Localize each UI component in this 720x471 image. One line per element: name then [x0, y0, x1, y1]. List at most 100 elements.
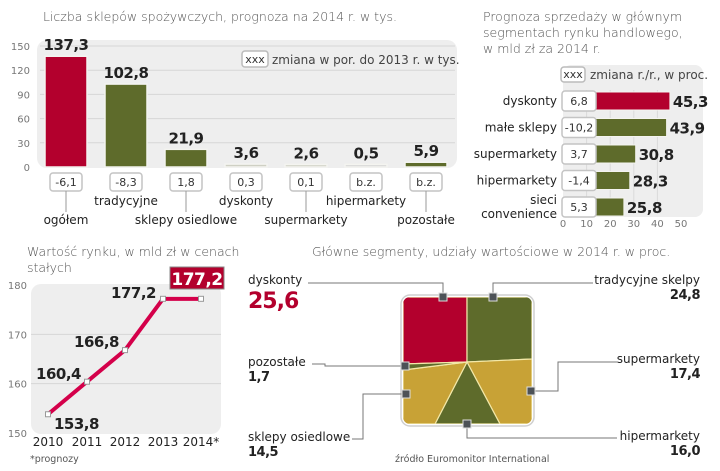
change-box: [561, 116, 597, 139]
legend-box: [560, 66, 586, 83]
data-point: [160, 295, 166, 302]
slice-label: tradycyjne skelpy: [594, 273, 700, 287]
bar: [104, 83, 148, 168]
data-point: [198, 295, 204, 302]
slice-label: hipermarkety: [620, 429, 700, 443]
change-box: [109, 172, 143, 192]
category-label: ogółem: [44, 213, 89, 227]
leader-line: [466, 424, 617, 439]
sales-title-line-3: w mld zł za 2014 r.: [483, 41, 601, 56]
leader-line: [492, 282, 593, 297]
y-tick-label: 150: [11, 42, 30, 53]
slice-value: 17,4: [670, 367, 701, 382]
y-tick-label: 30: [17, 139, 30, 150]
x-tick-label: 50: [675, 219, 688, 230]
bar-value-label: 30,8: [639, 146, 674, 164]
legend-box-text: xxx: [563, 68, 583, 81]
market-title-line-2: stałych: [27, 260, 72, 275]
change-box: [561, 169, 597, 192]
slice-value: 14,5: [248, 445, 279, 460]
point-value-label: 177,2: [111, 284, 156, 302]
bar: [164, 148, 208, 168]
leader-marker: [488, 292, 498, 302]
legend-text: zmiana r./r., w proc.: [590, 68, 708, 82]
x-tick-label: 20: [604, 219, 617, 230]
pie-slices: [403, 297, 532, 424]
pie-slice: [403, 297, 468, 365]
stores-gridlines: [40, 45, 455, 144]
x-tick-label: 2010: [33, 435, 64, 449]
legend-box-text: xxx: [245, 53, 265, 66]
change-value: -6,1: [55, 176, 76, 189]
change-box: [561, 196, 597, 218]
category-label: dyskonty: [219, 194, 273, 208]
stores-y-axis: 0 30 60 90 120 150: [11, 42, 30, 174]
slice-value: 16,0: [670, 444, 701, 459]
x-tick-label: 0: [560, 219, 566, 230]
change-value: -1,4: [568, 175, 589, 188]
slice-value: 24,8: [670, 288, 701, 303]
point-value-label: 166,8: [74, 333, 119, 351]
leader-marker: [438, 292, 448, 302]
shares-title: Główne segmenty, udziały wartościowe w 2…: [312, 244, 670, 259]
sales-title-line-1: Prognoza sprzedaży w głównym: [483, 9, 682, 24]
bar-value-label: 102,8: [104, 64, 149, 82]
stores-chart: Liczba sklepów spożywczych, prognoza na …: [11, 9, 460, 227]
x-tick-label: 2013: [148, 435, 179, 449]
bar: [284, 163, 328, 168]
leader-marker: [400, 361, 410, 371]
category-label: sieci: [530, 193, 557, 207]
y-tick-label: 150: [8, 429, 27, 440]
data-point: [122, 347, 128, 354]
legend-text: zmiana w por. do 2013 r. w tys.: [272, 53, 460, 67]
stores-legend: xxx zmiana w por. do 2013 r. w tys.: [241, 50, 460, 68]
bar-value-label: 5,9: [413, 142, 438, 160]
category-label: hipermarkety: [477, 174, 557, 188]
leader-marker: [462, 419, 472, 429]
change-value: -8,3: [115, 176, 136, 189]
bar: [344, 163, 388, 168]
stores-bars: 137,3 -6,1 ogółem 102,8 -8,3 tradycyjne 21,9 1,…: [44, 36, 455, 227]
y-tick-label: 0: [24, 163, 30, 174]
pie-slice: [466, 297, 532, 363]
y-tick-label: 90: [17, 90, 30, 101]
slice-label: sklepy osiedlowe: [248, 430, 350, 444]
data-point: [45, 411, 51, 418]
y-tick-label: 120: [11, 66, 30, 77]
stores-chart-title: Liczba sklepów spożywczych, prognoza na …: [43, 9, 397, 24]
highlight-value: 177,2: [171, 270, 222, 290]
x-tick-label: 40: [651, 219, 664, 230]
bar-value-label: 0,5: [353, 145, 378, 163]
leader-marker: [526, 386, 536, 396]
forecast-note: *prognozy: [30, 454, 79, 465]
bar-value-label: 45,3: [673, 93, 708, 111]
category-label: pozostałe: [397, 213, 455, 227]
bar-value-label: 137,3: [44, 36, 89, 54]
bar-value-label: 28,3: [633, 173, 668, 191]
market-axes: 150 160 170 180 2010 2011 2012 2013 2014*: [8, 281, 219, 449]
change-value: 1,8: [177, 176, 195, 189]
x-tick-label: 10: [580, 219, 593, 230]
slice-label: dyskonty: [248, 273, 302, 287]
bar-value-label: 43,9: [670, 120, 705, 138]
sales-x-axis: 0 10 20 30 40 50: [560, 219, 688, 230]
market-series: 153,8 160,4 166,8 177,2: [36, 284, 204, 433]
category-label: supermarkety: [474, 147, 557, 161]
sales-chart-panel: [563, 65, 703, 217]
bar-value-label: 3,6: [233, 144, 258, 162]
market-chart-panel: [31, 284, 221, 434]
pie-slice: [403, 361, 468, 371]
market-title-line-1: Wartość rynku, w mld zł w cenach: [27, 244, 239, 259]
category-label: sklepy osiedlowe: [135, 213, 237, 227]
change-value: -10,2: [565, 122, 593, 135]
slice-value: 1,7: [248, 370, 270, 385]
bar-value-label: 21,9: [168, 129, 203, 147]
change-box: [561, 90, 597, 112]
change-value: 3,7: [570, 148, 588, 161]
category-label: małe sklepy: [485, 121, 557, 135]
sales-title-line-2: segmentach rynku handlowego,: [483, 25, 683, 40]
leader-line: [531, 361, 617, 392]
leader-line: [312, 363, 405, 367]
